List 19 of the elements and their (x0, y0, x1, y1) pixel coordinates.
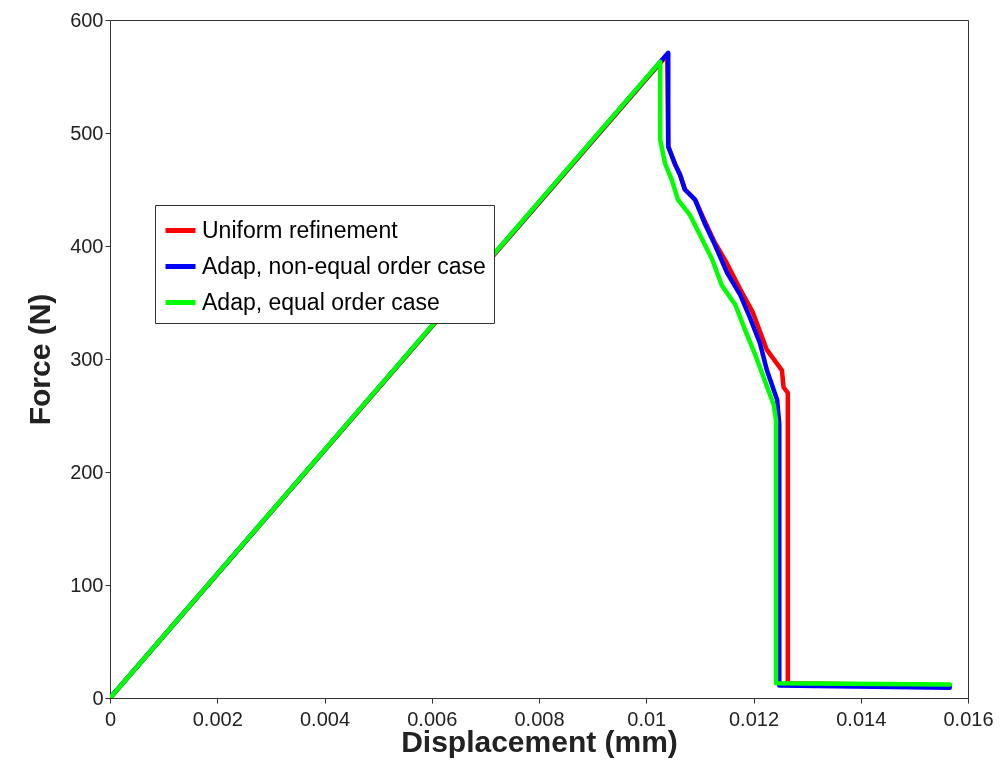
x-tick-label: 0.004 (299, 707, 351, 730)
y-tick-label: 200 (70, 460, 104, 483)
legend-label: Adap, non-equal order case (202, 252, 486, 279)
y-axis-title: Force (N) (23, 293, 57, 426)
x-tick-label: 0.014 (836, 707, 887, 730)
y-tick-label: 400 (70, 234, 104, 257)
y-tick-label: 100 (70, 573, 104, 596)
legend-label: Uniform refinement (202, 216, 399, 243)
y-tick-label: 0 (92, 686, 104, 709)
x-tick-label: 0.016 (943, 707, 994, 730)
x-tick-label: 0.002 (192, 707, 243, 730)
y-tick-label: 600 (70, 8, 104, 31)
legend-label: Adap, equal order case (202, 288, 440, 315)
x-tick-label: 0.012 (728, 707, 780, 730)
x-tick-label: 0.006 (407, 707, 458, 730)
x-tick-label: 0.008 (514, 707, 565, 730)
y-tick-label: 500 (70, 121, 104, 144)
x-tick-label: 0.01 (627, 707, 667, 730)
y-tick-label: 300 (70, 347, 104, 370)
